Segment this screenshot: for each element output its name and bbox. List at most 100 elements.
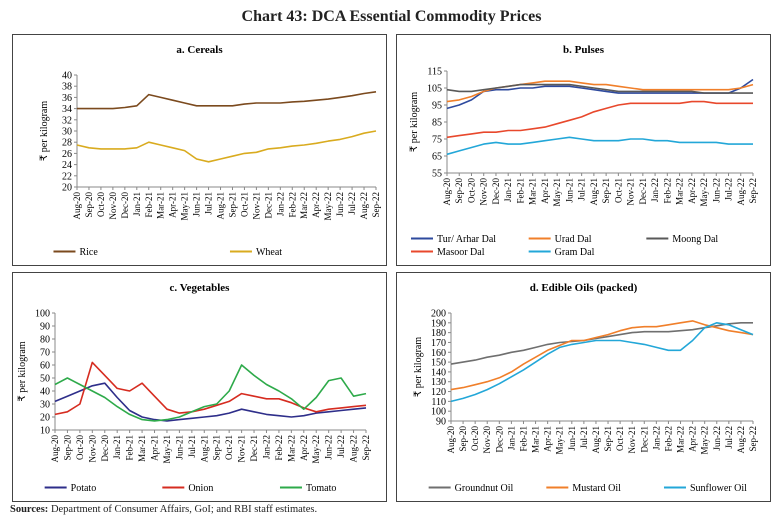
x-tick-label: Aug-22 xyxy=(349,435,359,463)
x-tick-label: Apr-22 xyxy=(687,178,697,204)
x-tick-label: Oct-21 xyxy=(239,192,249,217)
x-tick-label: Aug-21 xyxy=(199,435,209,463)
legend-label: Tomato xyxy=(306,483,336,494)
y-axis-label: ₹ per kilogram xyxy=(17,341,28,401)
x-tick-label: Aug-21 xyxy=(589,178,599,206)
x-tick-label: May-22 xyxy=(323,192,333,221)
x-tick-label: Jun-21 xyxy=(174,435,184,460)
x-tick-label: May-21 xyxy=(552,178,562,207)
y-axis-label: ₹ per kilogram xyxy=(413,337,424,397)
x-tick-label: Apr-22 xyxy=(299,435,309,461)
x-tick-label: Jan-22 xyxy=(275,192,285,216)
y-tick-label: 85 xyxy=(432,118,442,129)
x-tick-label: Apr-22 xyxy=(688,426,698,452)
y-tick-label: 200 xyxy=(431,309,446,320)
y-tick-label: 22 xyxy=(62,171,72,182)
x-tick-label: Dec-21 xyxy=(263,192,273,219)
panel-cereals: a. Cereals ₹ per kilogram 20 22 24 26 28 30 32 34… xyxy=(12,34,387,266)
x-tick-label: Oct-21 xyxy=(615,426,625,451)
x-tick-label: Mar-22 xyxy=(286,435,296,462)
y-tick-label: 65 xyxy=(432,152,442,163)
y-tick-label: 170 xyxy=(431,338,446,349)
series-line-groundnut-oil xyxy=(450,321,753,365)
x-tick-label: Sep-20 xyxy=(84,192,94,218)
y-tick-label: 180 xyxy=(431,328,446,339)
panel-vegetables: c. Vegetables ₹ per kilogram 10 20 30 40 50 60 7… xyxy=(12,272,387,502)
x-tick-label: Sep-21 xyxy=(601,178,611,204)
x-tick-label: Mar-22 xyxy=(675,178,685,205)
x-tick-label: Aug-22 xyxy=(736,426,746,454)
x-tick-label: Jan-21 xyxy=(503,178,513,202)
x-tick-label: May-22 xyxy=(699,178,709,207)
legend-label: Urad Dal xyxy=(555,234,592,245)
x-tick-label: Jun-21 xyxy=(564,178,574,203)
x-tick-label: Apr-22 xyxy=(311,192,321,218)
series-line-mustard-oil xyxy=(450,320,754,391)
y-tick-label: 26 xyxy=(62,149,72,160)
x-tick-label: Mar-21 xyxy=(156,192,166,219)
x-tick-label: May-21 xyxy=(555,426,565,455)
x-tick-label: Jan-22 xyxy=(650,178,660,202)
series-line-wheat xyxy=(76,130,377,163)
chart-title: d. Edible Oils (packed) xyxy=(530,282,638,294)
series-line-sunflower-oil xyxy=(450,321,754,403)
x-tick-label: Dec-21 xyxy=(638,178,648,205)
y-tick-label: 90 xyxy=(40,322,50,333)
x-tick-label: Mar-21 xyxy=(137,435,147,462)
y-tick-label: 110 xyxy=(431,397,446,408)
y-tick-label: 150 xyxy=(431,358,446,369)
x-tick-label: Sep-22 xyxy=(371,192,381,218)
legend-label: Mustard Oil xyxy=(572,483,621,494)
x-tick-label: Aug-21 xyxy=(591,426,601,454)
x-tick-label: Feb-22 xyxy=(663,426,673,452)
x-tick-label: Aug-20 xyxy=(72,192,82,220)
x-tick-label: Jan-21 xyxy=(132,192,142,216)
y-tick-label: 20 xyxy=(62,183,72,194)
x-tick-label: Mar-21 xyxy=(528,178,538,205)
x-tick-label: Jul-21 xyxy=(187,435,197,458)
x-tick-label: Nov-21 xyxy=(626,178,636,206)
x-tick-label: Aug-22 xyxy=(736,178,746,206)
x-tick-label: Feb-21 xyxy=(144,192,154,218)
y-tick-label: 100 xyxy=(431,407,446,418)
y-tick-label: 30 xyxy=(62,127,72,138)
y-tick-label: 60 xyxy=(40,361,50,372)
series-line-masoor-dal xyxy=(446,100,753,139)
x-tick-label: Jul-21 xyxy=(579,426,589,449)
x-tick-label: Sep-22 xyxy=(748,178,758,204)
y-tick-label: 130 xyxy=(431,377,446,388)
y-tick-label: 190 xyxy=(431,318,446,329)
y-tick-label: 34 xyxy=(62,104,72,115)
x-tick-label: Nov-21 xyxy=(251,192,261,220)
x-tick-label: Sep-21 xyxy=(603,426,613,452)
chart-edible-oils: d. Edible Oils (packed)₹ per kilogram901… xyxy=(413,282,758,494)
y-tick-label: 120 xyxy=(431,387,446,398)
y-axis-label: ₹ per kilogram xyxy=(39,101,50,161)
x-tick-label: May-22 xyxy=(311,435,321,464)
x-tick-label: Jan-21 xyxy=(112,435,122,459)
legend-label: Onion xyxy=(188,483,213,494)
x-tick-label: Aug-21 xyxy=(216,192,226,220)
series-line-potato xyxy=(54,382,367,422)
y-tick-label: 36 xyxy=(62,93,72,104)
series-line-onion xyxy=(54,361,367,416)
y-tick-label: 75 xyxy=(432,135,442,146)
y-tick-label: 40 xyxy=(40,387,50,398)
x-tick-label: Jan-22 xyxy=(651,426,661,450)
x-tick-label: Sep-22 xyxy=(748,426,758,452)
x-tick-label: Sep-20 xyxy=(458,426,468,452)
legend-label: Groundnut Oil xyxy=(455,483,514,494)
x-tick-label: Nov-20 xyxy=(87,435,97,463)
series-line-tomato xyxy=(54,364,367,422)
legend-label: Moong Dal xyxy=(672,234,718,245)
x-tick-label: Jan-22 xyxy=(261,435,271,459)
x-tick-label: Jul-22 xyxy=(347,192,357,215)
x-tick-label: Aug-20 xyxy=(446,426,456,454)
chart-pulses: b. Pulses ₹ per kilogram 55 65 75 85 95 105 115 A… xyxy=(409,44,758,258)
chart-title: b. Pulses xyxy=(563,44,605,56)
x-tick-label: Oct-21 xyxy=(224,435,234,460)
x-tick-label: Sep-20 xyxy=(454,178,464,204)
legend-label: Sunflower Oil xyxy=(690,483,747,494)
y-tick-label: 10 xyxy=(40,426,50,437)
x-tick-label: Jun-21 xyxy=(192,192,202,217)
